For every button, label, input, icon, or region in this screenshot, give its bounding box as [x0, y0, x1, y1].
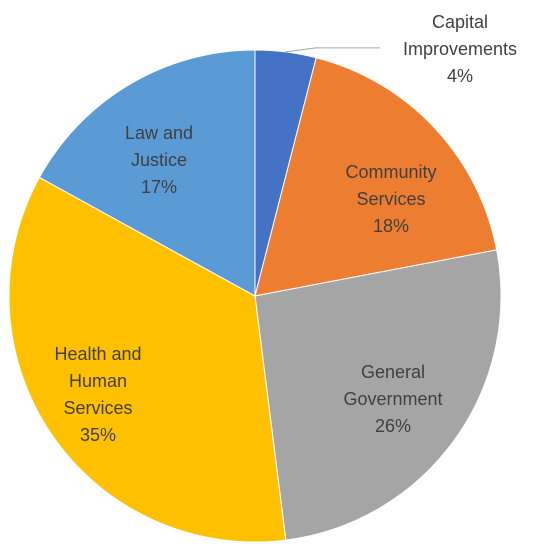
leader-line-capital-improvements: [286, 48, 380, 52]
data-label-capital-improvements: Capital Improvements 4%: [403, 12, 517, 86]
leader-lines-layer: [286, 48, 380, 52]
slices-layer: [9, 50, 501, 542]
